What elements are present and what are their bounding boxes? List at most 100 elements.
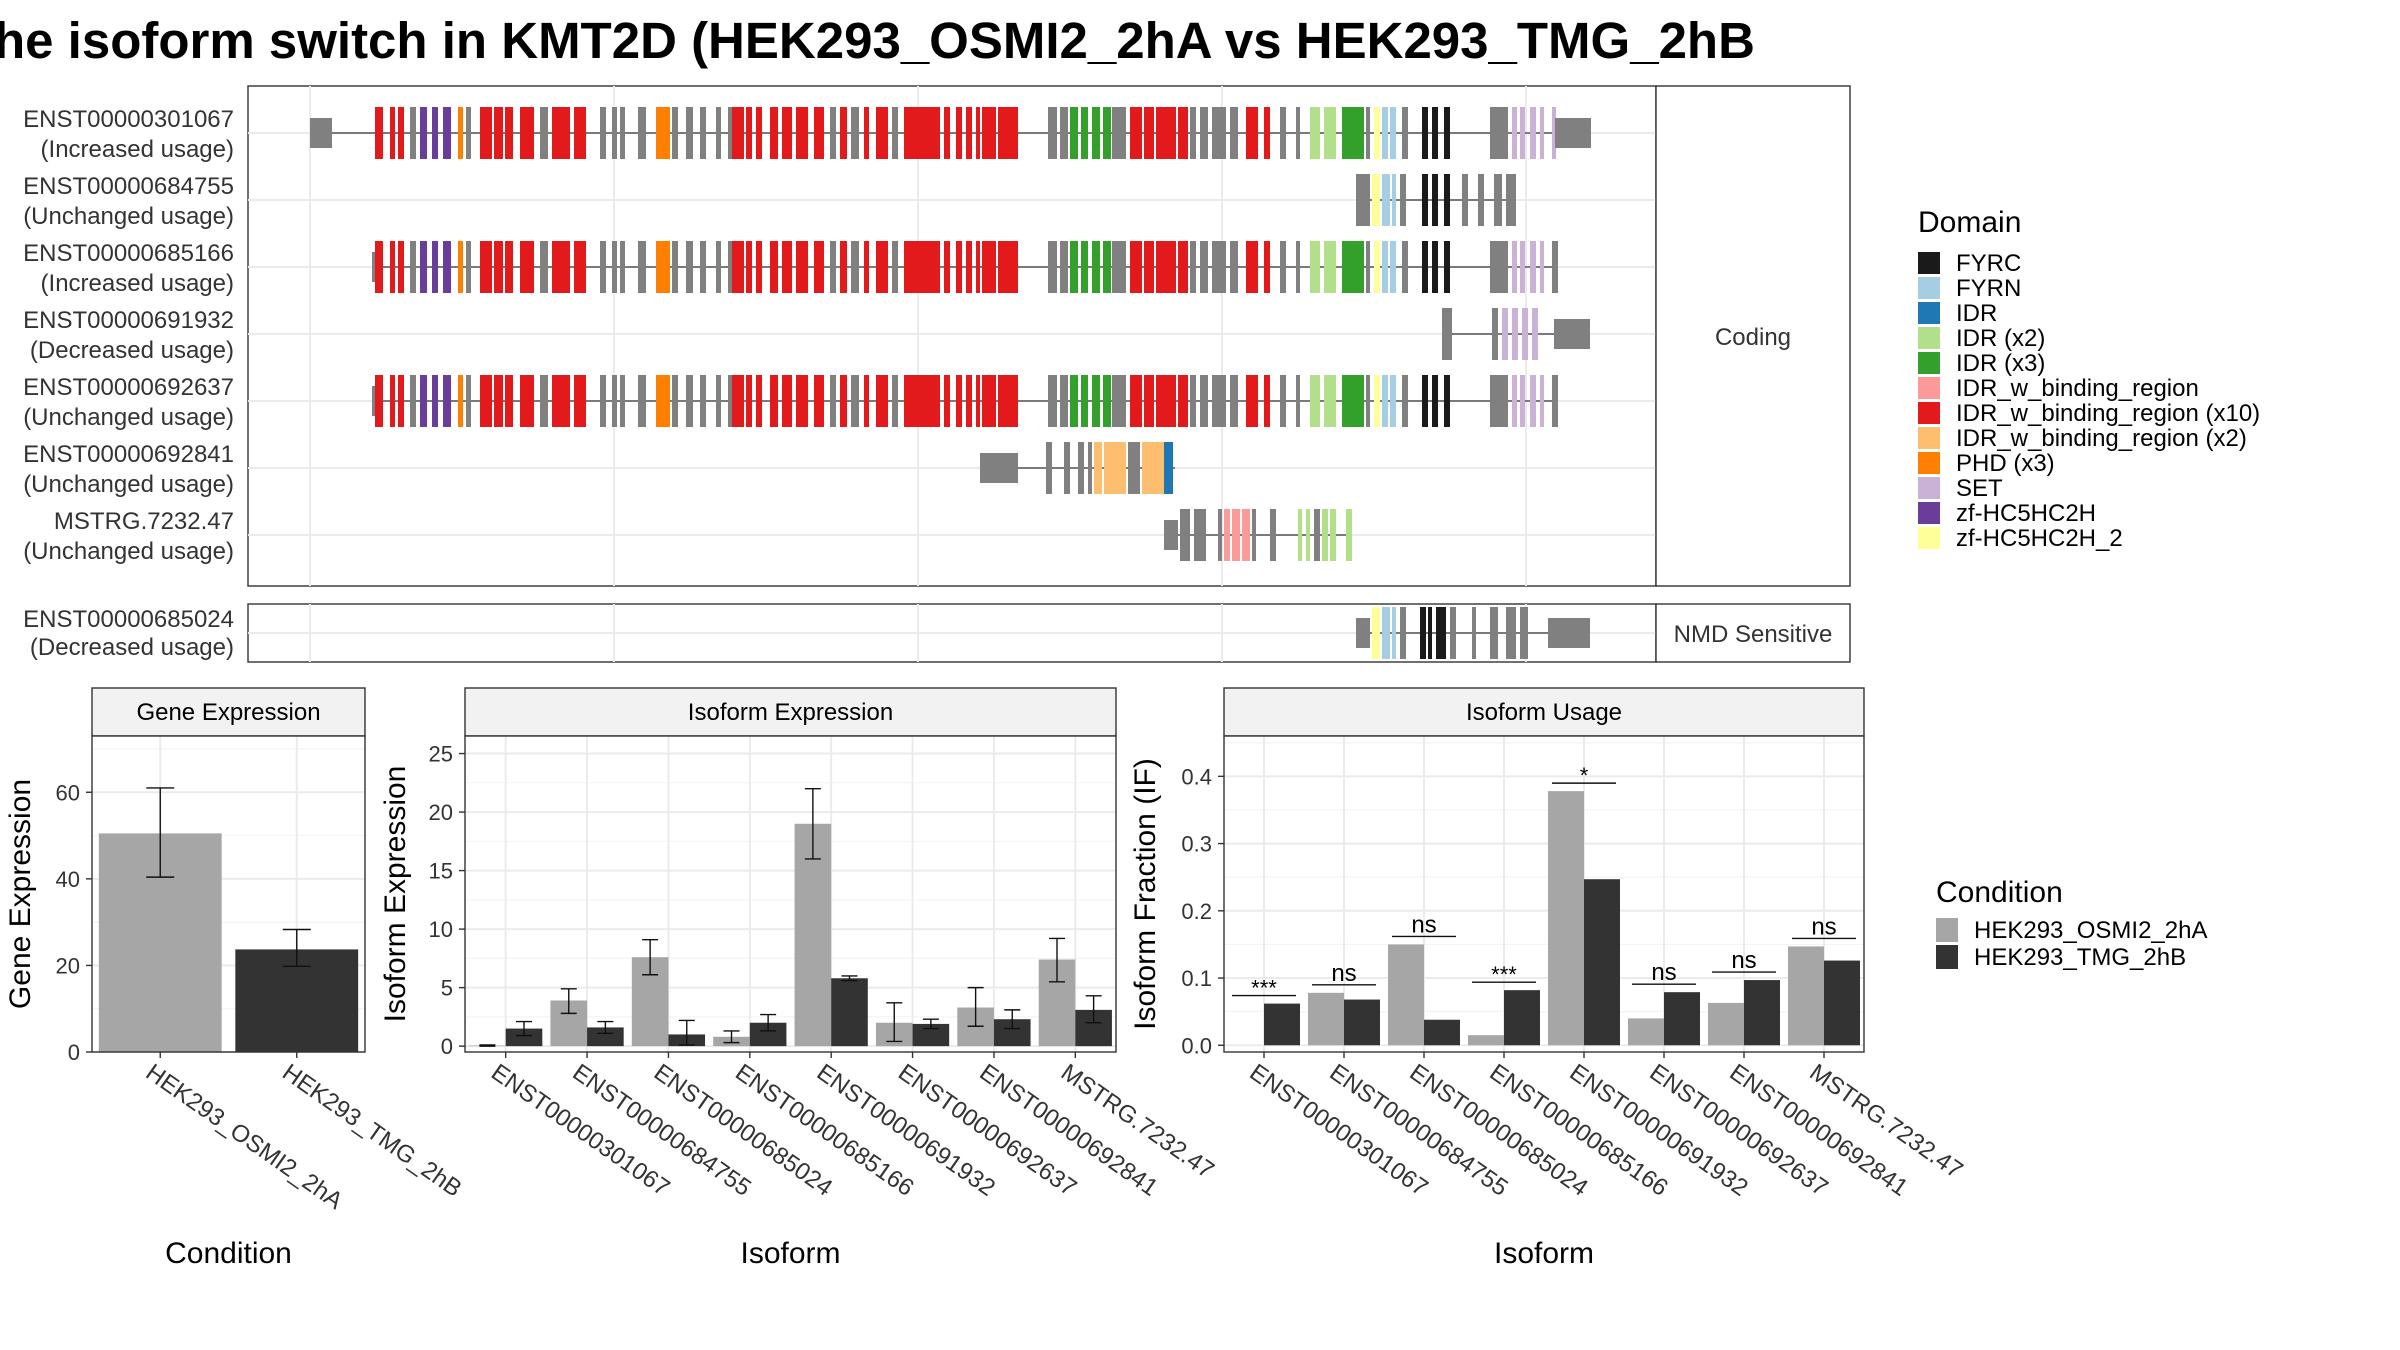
transcript-ENST00000692637-exon-42 — [956, 375, 962, 427]
bar-HEK293_TMG_2hB — [587, 1027, 624, 1047]
transcript-ENST00000685024-exon-12 — [1520, 607, 1528, 659]
transcript-ENST00000692637-exon-8 — [458, 375, 463, 427]
transcript-ENST00000684755-exon-3 — [1392, 174, 1396, 226]
transcript-ENST00000301067-exon-0 — [310, 118, 332, 148]
transcript-ENST00000301067-exon-5 — [420, 107, 427, 159]
y-tick-label: 20 — [429, 800, 453, 825]
domain-legend-swatch — [1918, 502, 1940, 524]
transcript-ENST00000692637-exon-54 — [1130, 375, 1142, 427]
transcript-usage-label: (Unchanged usage) — [23, 471, 234, 498]
transcript-ENST00000692637-exon-31 — [782, 375, 792, 427]
transcript-ENST00000301067-exon-60 — [1212, 107, 1226, 159]
transcript-ENST00000685166-exon-26 — [728, 241, 735, 293]
y-tick-label: 15 — [429, 859, 453, 884]
condition-legend-label: HEK293_TMG_2hB — [1974, 944, 2186, 971]
transcript-ENST00000692637-exon-48 — [1060, 375, 1068, 427]
transcript-ENST00000692637-exon-61 — [1230, 375, 1238, 427]
transcript-ENST00000692637-exon-52 — [1103, 375, 1111, 427]
transcript-ENST00000301067-exon-47 — [1048, 107, 1057, 159]
bar-HEK293_TMG_2hB — [1584, 879, 1620, 1046]
transcript-ENST00000684755-exon-6 — [1432, 174, 1438, 226]
transcript-ENST00000685024-exon-7 — [1436, 607, 1446, 659]
transcript-ENST00000692637-exon-79 — [1520, 375, 1525, 427]
domain-legend-label: IDR (x2) — [1956, 325, 2045, 352]
transcript-ENST00000692637-exon-24 — [700, 375, 706, 427]
transcript-ENST00000685166-exon-5 — [420, 241, 427, 293]
transcript-ENST00000685166-exon-67 — [1324, 241, 1336, 293]
transcript-ENST00000685166-exon-79 — [1520, 241, 1525, 293]
y-tick-label: 0.1 — [1181, 966, 1212, 991]
transcript-ENST00000301067-exon-82 — [1552, 107, 1556, 159]
bar-HEK293_TMG_2hB — [1264, 1003, 1300, 1046]
bar-HEK293_OSMI2_2hA — [1708, 1002, 1744, 1046]
transcript-ENST00000301067-exon-8 — [458, 107, 463, 159]
transcript-ENST00000301067-exon-45 — [982, 107, 996, 159]
transcript-ENST00000301067-exon-23 — [686, 107, 693, 159]
transcript-ENST00000692637-exon-81 — [1540, 375, 1544, 427]
domain-legend-label: FYRC — [1956, 250, 2021, 277]
transcript-ENST00000685166-exon-7 — [443, 241, 451, 293]
transcript-ENST00000692637-exon-56 — [1156, 375, 1176, 427]
domain-legend-swatch — [1918, 302, 1940, 324]
transcript-ENST00000685166-exon-29 — [756, 241, 762, 293]
transcript-ENST00000685166-exon-21 — [656, 241, 670, 293]
transcript-ENST00000691932-exon-0 — [1442, 308, 1452, 360]
transcript-ENST00000692841-exon-7 — [1128, 442, 1140, 494]
plot-frame — [91, 735, 366, 1053]
transcript-ENST00000684755-exon-11 — [1506, 174, 1516, 226]
transcript-ENST00000692637-exon-17 — [600, 375, 606, 427]
transcript-ENST00000685166-exon-76 — [1444, 241, 1450, 293]
transcript-ENST00000685166-exon-66 — [1310, 241, 1320, 293]
significance-label: *** — [1251, 976, 1277, 1001]
transcript-MSTRG.7232.47-exon-1 — [1180, 509, 1190, 561]
transcript-ENST00000685166-exon-16 — [574, 241, 586, 293]
bar-HEK293_OSMI2_2hA — [794, 823, 832, 1047]
transcript-ENST00000685166-exon-11 — [494, 241, 503, 293]
transcript-ENST00000691932-exon-4 — [1522, 308, 1528, 360]
transcript-ENST00000301067-exon-55 — [1144, 107, 1154, 159]
transcript-ENST00000692637-exon-15 — [552, 375, 570, 427]
transcript-ENST00000685166-exon-20 — [638, 241, 646, 293]
x-axis-title: Condition — [165, 1237, 292, 1270]
transcript-ENST00000692637-exon-44 — [976, 375, 980, 427]
transcript-ENST00000301067-exon-31 — [782, 107, 792, 159]
transcript-ENST00000685166-exon-83 — [1552, 241, 1558, 293]
facet-strip — [91, 687, 366, 737]
transcript-id-label: MSTRG.7232.47 — [54, 508, 234, 535]
gene-expression-chart: Gene Expression0204060HEK293_OSMI2_2hAHE… — [4, 687, 467, 1270]
nmd-strip — [1655, 603, 1851, 663]
transcript-ENST00000692637-exon-80 — [1530, 375, 1536, 427]
transcript-ENST00000301067-exon-2 — [390, 107, 395, 159]
transcript-ENST00000301067-exon-42 — [956, 107, 962, 159]
transcript-ENST00000684755-exon-2 — [1382, 174, 1390, 226]
domain-legend-swatch — [1918, 427, 1940, 449]
transcript-ENST00000692637-exon-71 — [1382, 375, 1388, 427]
transcript-ENST00000301067-exon-50 — [1081, 107, 1088, 159]
transcript-ENST00000301067-exon-6 — [432, 107, 438, 159]
transcript-ENST00000692637-exon-27 — [732, 375, 744, 427]
transcript-ENST00000692637-exon-3 — [398, 375, 404, 427]
domain-legend-label: IDR_w_binding_region — [1956, 375, 2199, 402]
transcript-ENST00000301067-exon-66 — [1310, 107, 1320, 159]
transcript-MSTRG.7232.47-exon-13 — [1330, 509, 1336, 561]
transcript-ENST00000301067-exon-26 — [728, 107, 735, 159]
transcript-ENST00000685166-exon-4 — [410, 241, 416, 293]
transcript-structure-panel: ENST00000301067 (Increased usage) ENST0000… — [23, 85, 1851, 663]
transcript-ENST00000685166-exon-37 — [864, 241, 869, 293]
transcript-ENST00000301067-exon-78 — [1512, 107, 1517, 159]
transcript-id-label: ENST00000301067 — [23, 106, 234, 133]
transcript-ENST00000301067-exon-70 — [1374, 107, 1380, 159]
transcript-ENST00000301067-exon-56 — [1156, 107, 1176, 159]
nmd-strip-label: NMD Sensitive — [1674, 621, 1833, 648]
transcript-ENST00000692637-exon-9 — [466, 375, 471, 427]
transcript-ENST00000301067-exon-77 — [1490, 107, 1508, 159]
transcript-ENST00000685166-exon-17 — [600, 241, 606, 293]
bar-HEK293_OSMI2_2hA — [1548, 791, 1584, 1046]
transcript-ENST00000301067-exon-65 — [1296, 107, 1300, 159]
transcript-ENST00000692637-exon-68 — [1342, 375, 1364, 427]
transcript-ENST00000685166-exon-58 — [1190, 241, 1196, 293]
transcript-ENST00000692637-exon-16 — [574, 375, 586, 427]
isoform-expression-chart: Isoform Expression0510152025ENST00000301… — [379, 687, 1219, 1270]
